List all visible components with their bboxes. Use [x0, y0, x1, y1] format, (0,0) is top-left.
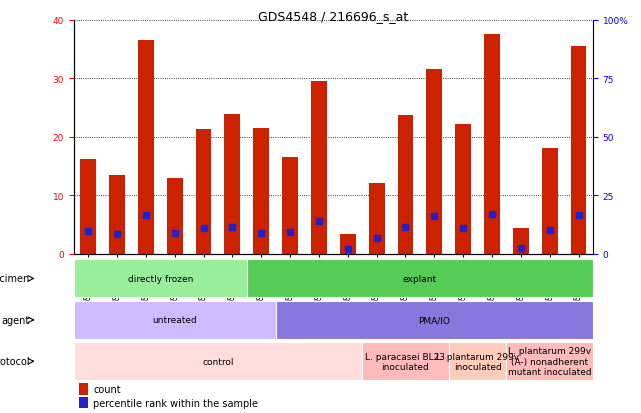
Bar: [253, 128, 269, 254]
Bar: [109, 175, 125, 254]
Bar: [455, 124, 471, 254]
Bar: [513, 229, 529, 254]
Bar: [276, 301, 593, 339]
Bar: [506, 342, 593, 380]
Bar: [362, 342, 449, 380]
Bar: [74, 260, 247, 298]
Text: explant: explant: [403, 274, 437, 283]
Bar: [247, 260, 593, 298]
Bar: [484, 35, 500, 254]
Bar: [167, 178, 183, 254]
Text: L. paracasei BL23
inoculated: L. paracasei BL23 inoculated: [365, 352, 445, 371]
Bar: [397, 116, 413, 254]
Text: L. plantarum 299v
(A-) nonadherent
mutant inoculated: L. plantarum 299v (A-) nonadherent mutan…: [508, 347, 592, 376]
Text: GDS4548 / 216696_s_at: GDS4548 / 216696_s_at: [258, 10, 408, 23]
Text: untreated: untreated: [153, 316, 197, 325]
Bar: [426, 70, 442, 254]
Bar: [311, 82, 327, 254]
Bar: [196, 130, 212, 254]
Bar: [74, 342, 362, 380]
Text: L. plantarum 299v
inoculated: L. plantarum 299v inoculated: [436, 352, 519, 371]
Bar: [282, 158, 298, 254]
Bar: [138, 41, 154, 254]
Text: count: count: [94, 384, 121, 394]
Text: specimen: specimen: [0, 274, 29, 284]
Text: agent: agent: [1, 315, 29, 325]
Text: protocol: protocol: [0, 356, 29, 366]
Bar: [79, 396, 88, 408]
Text: directly frozen: directly frozen: [128, 274, 193, 283]
Bar: [340, 235, 356, 254]
Bar: [74, 301, 276, 339]
Bar: [79, 383, 88, 395]
Bar: [369, 184, 385, 254]
Bar: [80, 159, 96, 254]
Text: percentile rank within the sample: percentile rank within the sample: [94, 398, 258, 408]
Text: PMA/IO: PMA/IO: [419, 316, 450, 325]
Bar: [542, 149, 558, 254]
Bar: [449, 342, 506, 380]
Text: control: control: [202, 357, 234, 366]
Bar: [224, 115, 240, 254]
Bar: [570, 47, 587, 254]
